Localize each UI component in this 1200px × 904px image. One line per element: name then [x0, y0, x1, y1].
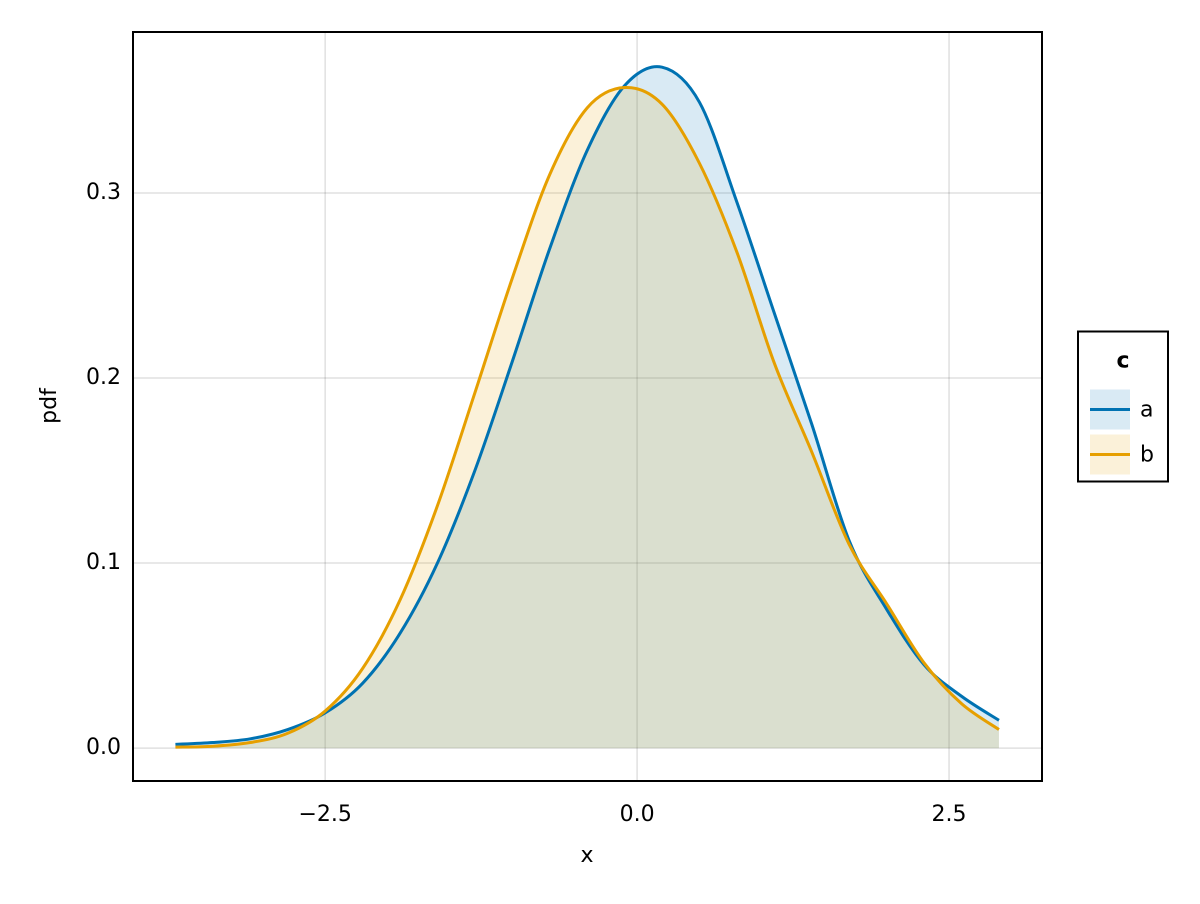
density-line — [175, 65, 1000, 746]
legend-title: c — [1116, 349, 1129, 374]
y-tick-label: 0.1 — [86, 550, 121, 575]
x-axis-label: x — [580, 843, 593, 868]
y-tick-label: 0.3 — [86, 180, 121, 205]
legend-box — [1077, 330, 1169, 483]
x-tick-label: 0.0 — [620, 802, 655, 827]
y-axis-label: pdf — [37, 387, 62, 424]
plot-frame — [132, 31, 1043, 782]
legend-label: b — [1140, 443, 1154, 468]
legend-label: a — [1140, 398, 1153, 423]
legend: cab — [1077, 330, 1169, 483]
density-line — [175, 86, 1000, 749]
x-tick-label: −2.5 — [298, 802, 351, 827]
density-area — [175, 66, 999, 749]
x-tick-label: 2.5 — [932, 802, 967, 827]
y-tick-label: 0.2 — [86, 365, 121, 390]
y-tick-label: 0.0 — [86, 735, 121, 760]
density-area — [175, 87, 999, 749]
